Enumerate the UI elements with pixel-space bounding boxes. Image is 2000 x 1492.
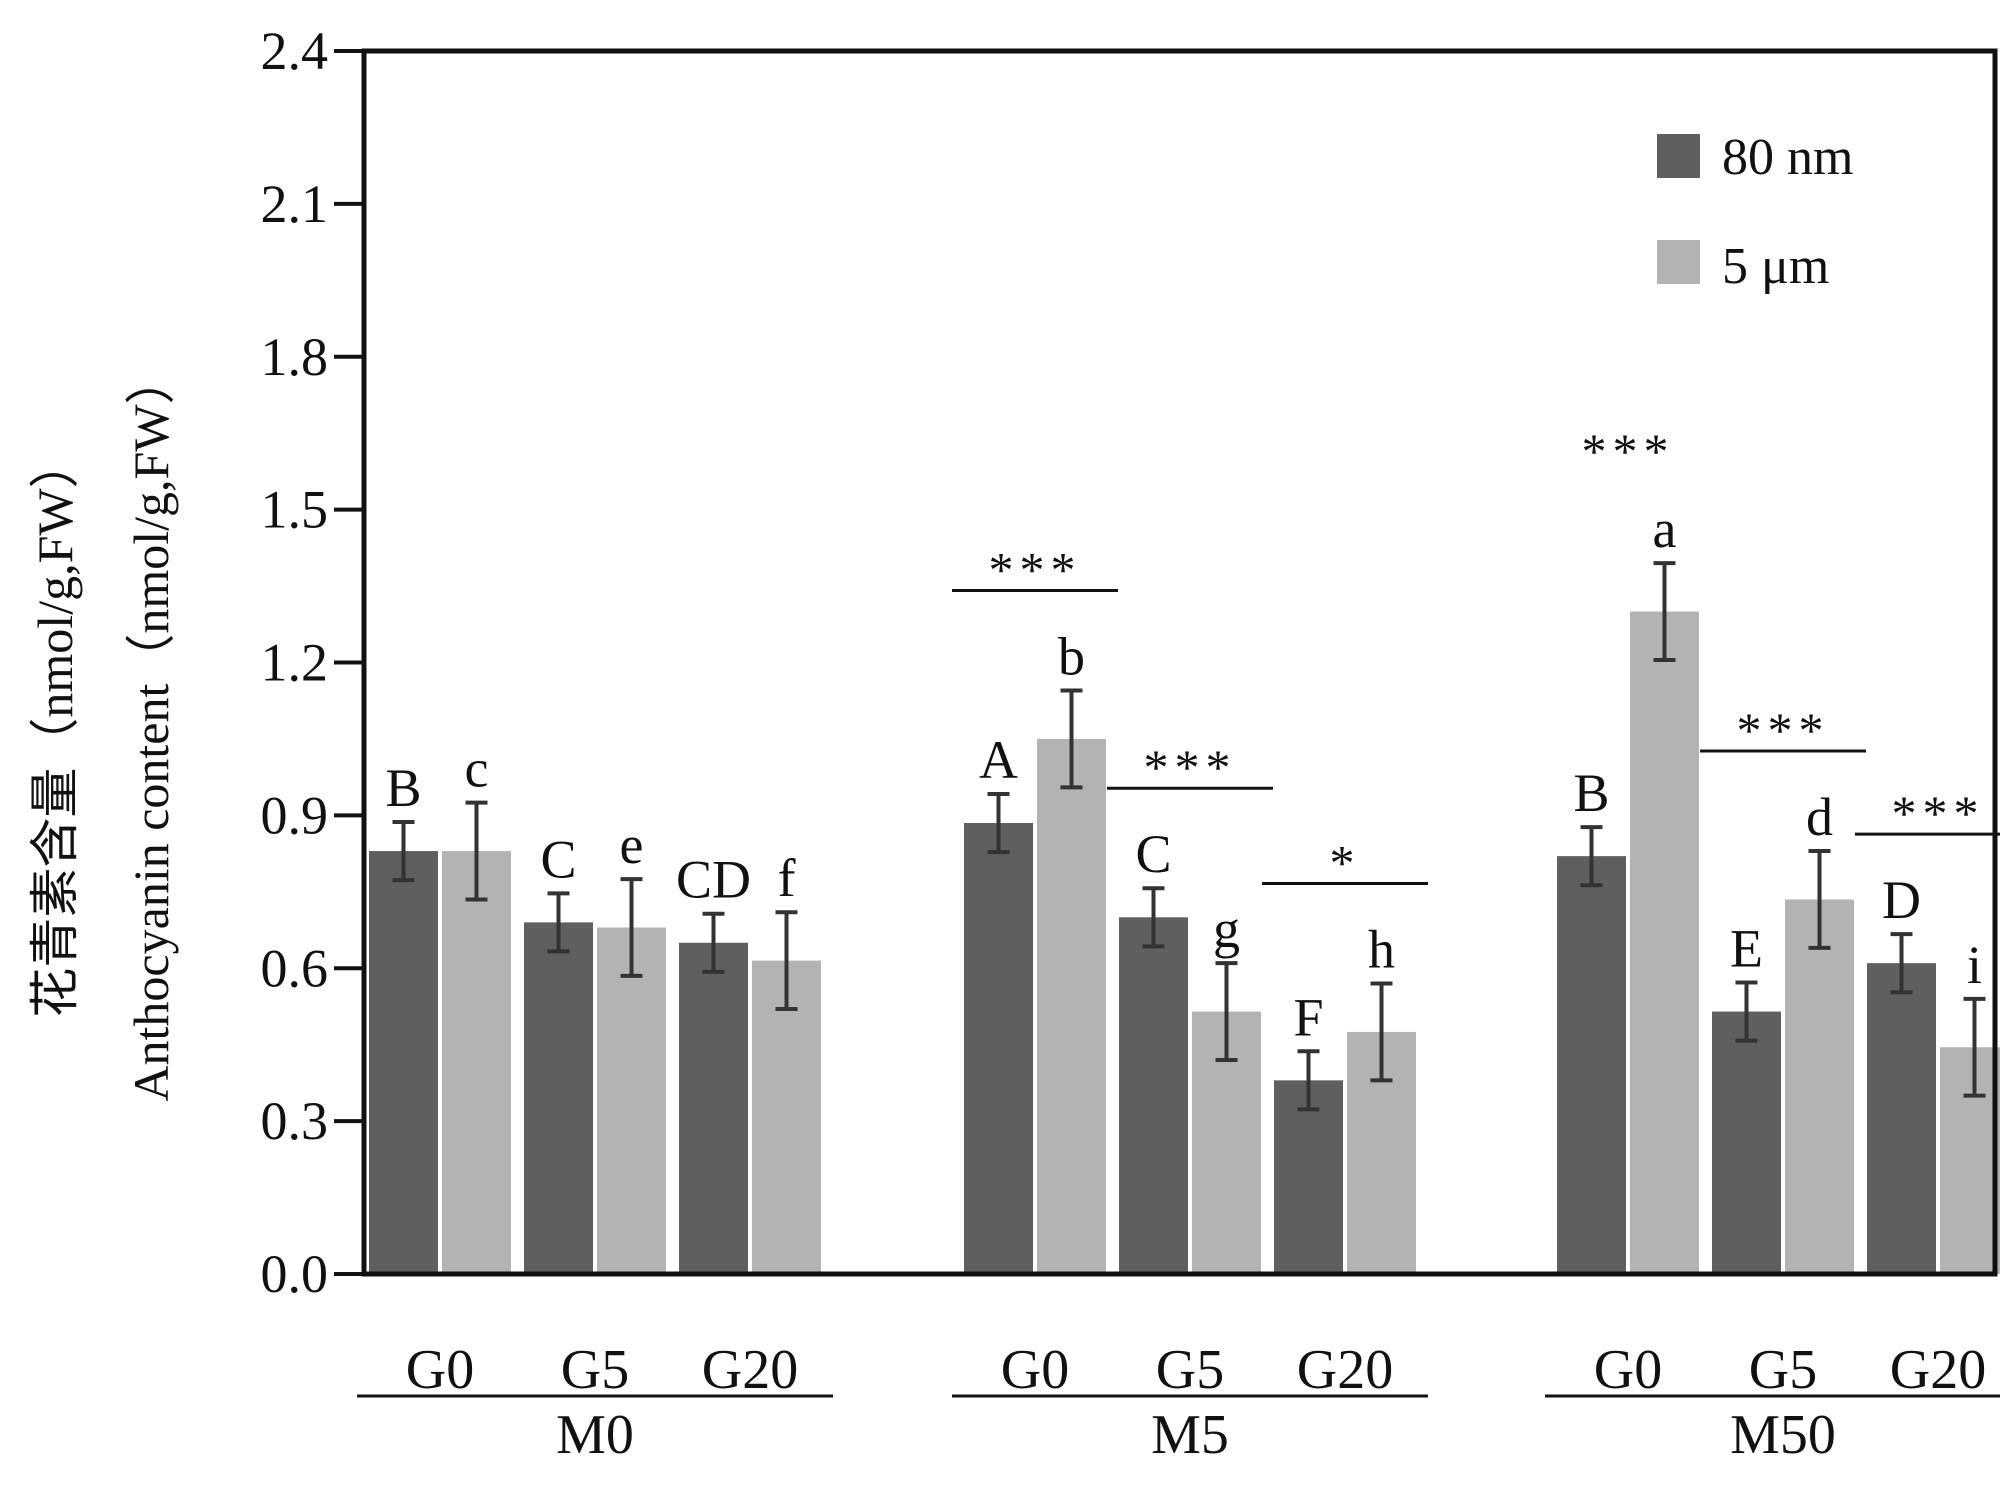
letter-label-M5-G0-0: A [979,730,1018,790]
letter-label-M0-G20-0: CD [676,850,751,910]
bar-M50-G20-5um [1940,1047,2000,1274]
bar-M0-G0-5um [442,851,511,1274]
y-tick-label-0: 0.0 [261,1244,329,1304]
x-subgroup-label-M50-G0: G0 [1594,1339,1662,1401]
bar-M0-G5-80nm [524,922,593,1274]
bar-M50-G5-5um [1785,899,1854,1274]
y-tick-label-6: 1.8 [261,327,329,387]
letter-label-M50-G20-1: i [1967,935,1982,995]
significance-stars-M5-G20: * [1330,835,1361,891]
y-tick-label-4: 1.2 [261,633,329,693]
bar-M50-G5-80nm [1712,1011,1781,1274]
significance-stars-M50-G20: *** [1892,785,1985,841]
legend: 80 nm 5 μm [1657,129,1853,295]
x-subgroup-label-M5-G5: G5 [1156,1339,1224,1401]
legend-label-80nm: 80 nm [1722,129,1853,186]
x-subgroup-label-M50-G5: G5 [1749,1339,1817,1401]
letter-label-M50-G5-1: d [1806,787,1833,847]
y-tick-label-8: 2.4 [261,21,329,81]
letter-label-M50-G0-1: a [1653,499,1677,559]
plot-frame [361,48,1998,1277]
significance-stars-M5-G0: *** [989,542,1082,598]
bar-M0-G0-80nm [369,851,438,1274]
letter-label-M5-G20-1: h [1368,920,1395,980]
bar-M50-G0-5um [1630,611,1699,1274]
letter-label-M0-G0-0: B [385,758,421,818]
x-subgroup-label-M0-G5: G5 [561,1339,629,1401]
bar-M0-G5-5um [597,927,666,1274]
bar-M5-G5-80nm [1119,917,1188,1274]
letter-label-M50-G5-0: E [1730,919,1763,979]
legend-swatch-80nm [1657,134,1700,178]
x-subgroup-label-M0-G20: G20 [702,1339,798,1401]
x-axis-layer: G0 G5 G20 M0 G0 G5 G20 M5 G0 G5 G20 M50 [357,1339,2000,1466]
x-subgroup-label-M50-G20: G20 [1890,1339,1986,1401]
significance-stars-M50-G0: *** [1582,423,1675,479]
x-subgroup-label-M0-G0: G0 [406,1339,474,1401]
bar-M50-G0-80nm [1557,856,1626,1274]
letter-label-M50-G0-0: B [1573,763,1609,823]
legend-label-5um: 5 μm [1722,238,1829,295]
x-subgroup-label-M5-G20: G20 [1297,1339,1393,1401]
letter-label-M50-G20-0: D [1882,870,1921,930]
letter-label-M0-G5-0: C [540,829,576,889]
letter-label-M5-G5-0: C [1135,824,1171,884]
y-ticks-layer: 0.0 0.3 0.6 0.9 1.2 1.5 1.8 2.1 2.4 [261,21,364,1304]
letter-label-M5-G0-1: b [1058,627,1085,687]
y-tick-label-2: 0.6 [261,938,329,998]
y-axis-title-english: Anthocyanin content（nmol/g,FW） [123,354,179,1101]
y-axis-title-chinese: 花青素含量（nmol/g,FW） [27,438,83,1017]
x-group-label-M5: M5 [1151,1404,1229,1466]
y-tick-label-5: 1.5 [261,480,329,540]
significance-stars-M5-G5: *** [1144,739,1237,795]
y-tick-label-3: 0.9 [261,785,329,845]
letter-label-M5-G5-1: g [1213,899,1240,959]
bar-M0-G20-5um [752,960,821,1274]
x-subgroup-label-M5-G0: G0 [1001,1339,1069,1401]
x-group-label-M50: M50 [1730,1404,1836,1466]
letter-label-M0-G20-1: f [778,848,796,908]
bar-M0-G20-80nm [679,942,748,1274]
letter-label-M0-G5-1: e [620,815,644,875]
bar-M5-G0-80nm [964,823,1033,1274]
letter-label-M5-G20-0: F [1293,987,1323,1047]
y-tick-label-1: 0.3 [261,1091,329,1151]
error-bars-layer [392,561,1986,1112]
bar-M5-G0-5um [1037,738,1106,1274]
x-group-label-M0: M0 [556,1404,634,1466]
y-tick-label-7: 2.1 [261,174,329,234]
bar-M50-G20-80nm [1867,963,1936,1274]
letter-label-M0-G0-1: c [465,739,489,799]
significance-stars-M50-G5: *** [1737,702,1830,758]
bars-layer [369,611,2000,1274]
legend-swatch-5um [1657,240,1700,284]
bar-M5-G20-80nm [1274,1080,1343,1274]
